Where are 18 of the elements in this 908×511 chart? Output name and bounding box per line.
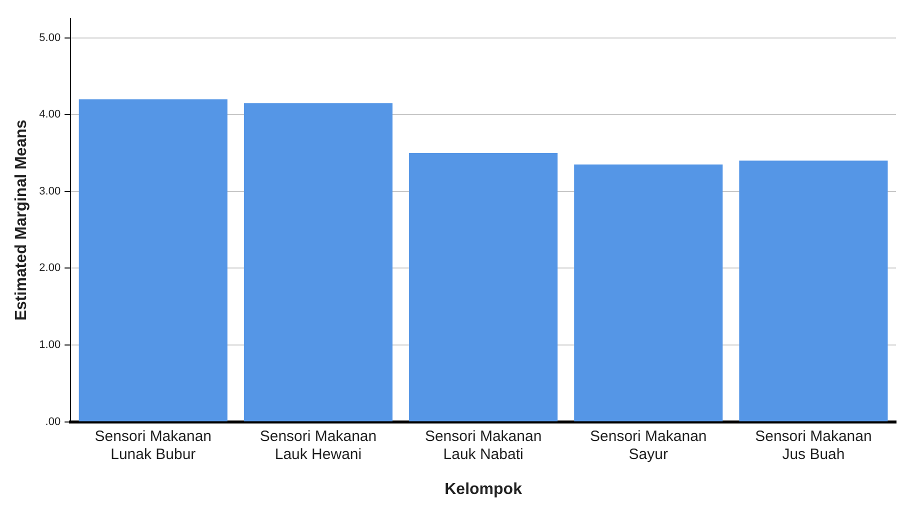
- x-tick-label: Sensori Makanan Lauk Nabati: [424, 428, 542, 463]
- bar: [574, 164, 723, 422]
- x-tick-label: Sensori Makanan Jus Buah: [755, 428, 872, 463]
- y-tick-label: 4.00: [39, 108, 61, 121]
- bar: [739, 160, 888, 422]
- x-axis-title: Kelompok: [444, 480, 522, 498]
- y-tick-label: 1.00: [39, 339, 61, 352]
- x-tick-label: Sensori Makanan Lauk Hewani: [260, 428, 377, 463]
- y-tick-label: .00: [45, 416, 61, 428]
- y-tick-label: 5.00: [39, 32, 61, 44]
- bar: [409, 153, 558, 422]
- y-tick-label: 2.00: [39, 262, 61, 274]
- y-tick-label: 3.00: [39, 185, 61, 198]
- x-tick-label: Sensori Makanan Lunak Bubur: [94, 428, 212, 463]
- y-axis-title: Estimated Marginal Means: [13, 120, 30, 321]
- bar: [244, 103, 393, 422]
- x-tick-label: Sensori Makanan Sayur: [590, 428, 707, 463]
- bar: [78, 99, 228, 422]
